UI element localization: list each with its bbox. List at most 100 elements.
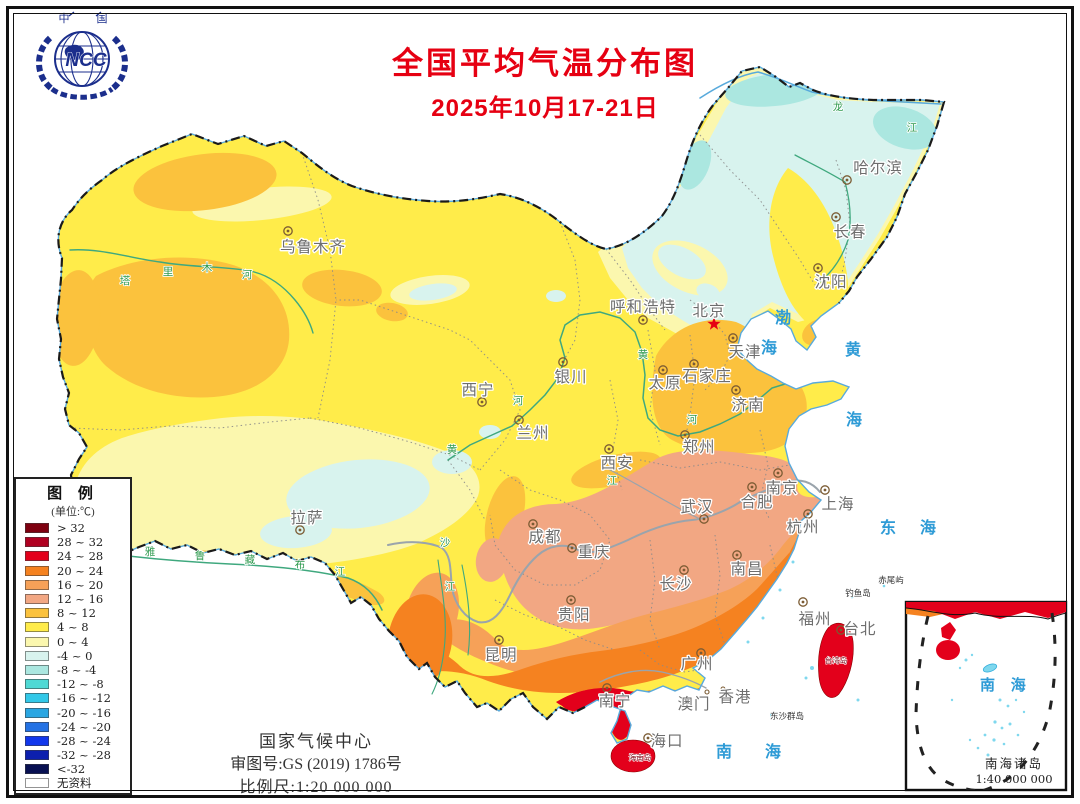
capital-marker-dot <box>480 400 484 404</box>
river-label: 江 <box>335 566 346 578</box>
ncc-logo: NCC 中 国 <box>26 10 138 115</box>
city-兰州: 兰州 <box>514 415 550 443</box>
legend-label: 8 ~ 12 <box>57 606 96 621</box>
capital-marker-dot <box>683 433 687 437</box>
city-label: 成都 <box>528 528 561 546</box>
city-label: 南宁 <box>598 692 631 710</box>
city-label: 台北 <box>843 620 876 638</box>
legend-label: 无资料 <box>57 776 92 791</box>
sea-label: 海 <box>765 742 781 761</box>
city-label: 杭州 <box>786 518 819 536</box>
capital-marker-icon <box>813 263 823 273</box>
inset-scale: 1:40 000 000 <box>975 772 1052 786</box>
legend-swatch <box>25 764 49 775</box>
city-label: 长沙 <box>659 575 692 593</box>
city-杭州: 杭州 <box>785 509 820 537</box>
city-南宁: 南宁 <box>597 683 632 711</box>
island-label: 台湾岛 <box>825 655 848 665</box>
city-澳门: 澳门 <box>676 689 711 714</box>
city-label: 济南 <box>731 396 764 414</box>
city-label: 香港 <box>718 688 751 706</box>
city-label: 石家庄 <box>682 367 732 385</box>
city-银川: 银川 <box>553 357 588 387</box>
legend-label: 28 ~ 32 <box>57 535 104 550</box>
city-label: 太原 <box>648 374 681 392</box>
legend-label: -20 ~ -16 <box>57 705 111 720</box>
legend-swatch <box>25 750 49 761</box>
capital-marker-icon <box>732 550 742 560</box>
taiwan-island <box>818 622 854 698</box>
inset-sea-label: 南 海 <box>980 676 1032 694</box>
capital-marker-icon <box>803 509 813 519</box>
river-label: 雅 <box>145 545 156 558</box>
city-label: 银川 <box>554 368 587 386</box>
capital-marker-dot <box>702 517 706 521</box>
page-title: 全国平均气温分布图 <box>392 46 698 81</box>
capital-marker-icon <box>643 733 653 743</box>
city-label: 合肥 <box>740 493 773 511</box>
legend-swatch <box>25 594 49 605</box>
footer-approval: 审图号:GS (2019) 1786号 <box>230 756 402 773</box>
logo-acronym: NCC <box>65 50 106 71</box>
city-成都: 成都 <box>527 519 562 547</box>
capital-marker-dot <box>839 628 843 632</box>
rivers <box>69 71 942 695</box>
city-label: 贵阳 <box>557 606 590 624</box>
capital-marker-icon <box>731 385 741 395</box>
legend-swatch <box>25 537 49 548</box>
legend-label: -32 ~ -28 <box>57 748 111 763</box>
legend-swatch <box>25 551 49 562</box>
capital-marker-dot <box>776 471 780 475</box>
city-石家庄: 石家庄 <box>681 359 732 386</box>
city-武汉: 武汉 <box>679 497 714 524</box>
capital-marker-dot <box>517 418 521 422</box>
inset-caption: 南海诸岛 <box>985 756 1043 771</box>
city-label: 兰州 <box>516 424 549 442</box>
footer-agency: 国家气候中心 <box>259 732 373 751</box>
capital-marker-dot <box>298 528 302 532</box>
city-呼和浩特: 呼和浩特 <box>609 297 676 325</box>
capital-marker-icon <box>604 444 614 454</box>
capital-marker-icon <box>689 359 699 369</box>
river-label: 里 <box>163 266 174 278</box>
legend-item: -4 ~ 0 <box>16 649 130 663</box>
capital-marker-dot <box>607 447 611 451</box>
legend-box: 图 例 (单位:℃) > 32 28 ~ 32 24 ~ 28 20 ~ 24 16 ~… <box>14 477 132 795</box>
legend-label: > 32 <box>57 521 85 536</box>
capital-marker-icon <box>602 683 612 693</box>
footer-scale: 比例尺:1:20 000 000 <box>239 779 393 796</box>
legend-label: 16 ~ 20 <box>57 577 104 592</box>
city-label: 乌鲁木齐 <box>280 238 346 256</box>
legend-swatch <box>25 565 49 576</box>
legend-item: -20 ~ -16 <box>16 705 130 720</box>
capital-marker-icon <box>567 543 577 553</box>
legend-label: -8 ~ -4 <box>57 662 97 677</box>
capital-marker-icon <box>773 468 783 478</box>
city-label: 西宁 <box>461 381 494 399</box>
river-label: 布 <box>295 559 306 571</box>
city-label: 昆明 <box>484 647 517 664</box>
city-label: 广州 <box>680 655 713 673</box>
legend-swatch <box>25 778 49 789</box>
legend-swatch <box>25 693 49 704</box>
city-marker-icon <box>720 686 726 692</box>
legend-item: 4 ~ 8 <box>16 620 130 634</box>
city-台北: 台北 <box>836 619 877 639</box>
legend-item: -8 ~ -4 <box>16 663 130 677</box>
capital-marker-icon <box>566 595 576 605</box>
city-label: 武汉 <box>680 498 713 516</box>
capital-marker-dot <box>735 553 739 557</box>
legend-swatch <box>25 579 49 590</box>
city-重庆: 重庆 <box>567 542 611 562</box>
beijing-star-icon <box>707 317 721 330</box>
city-label: 澳门 <box>677 695 710 713</box>
capital-marker-icon <box>836 625 846 635</box>
city-贵阳: 贵阳 <box>556 595 591 625</box>
logo-right-char: 国 <box>97 12 108 25</box>
city-label: 天津 <box>728 343 761 361</box>
capital-marker-dot <box>845 178 849 182</box>
inset-islets <box>950 653 1026 757</box>
river-label: 藏 <box>245 554 256 566</box>
province-boundaries <box>69 134 851 673</box>
